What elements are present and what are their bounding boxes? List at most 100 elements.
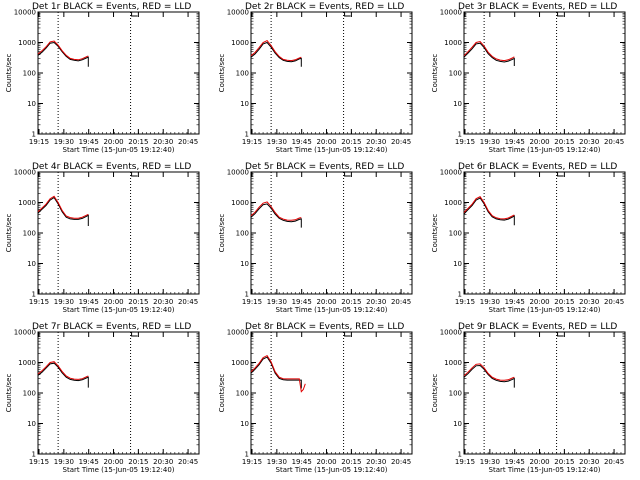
x-tick-label: 19:45 <box>505 298 525 306</box>
x-tick-label: 20:45 <box>178 298 198 306</box>
marker-bracket <box>131 172 138 177</box>
marker-bracket <box>344 12 351 17</box>
panel-det-5: Det 5r BLACK = Events, RED = LLD 19:15 19:… <box>218 162 413 314</box>
x-axis-label: Start Time (15-Jun-05 19:12:40) <box>276 146 388 154</box>
plot-frame <box>250 171 413 295</box>
y-tick-label: 10000 <box>227 169 249 177</box>
x-tick-label: 19:15 <box>455 298 475 306</box>
x-tick-label: 20:00 <box>103 298 123 306</box>
x-tick-label: 20:30 <box>153 298 173 306</box>
y-tick-label: 1 <box>32 131 36 139</box>
y-tick-label: 1 <box>245 451 249 459</box>
y-axis-label: Counts/sec <box>218 374 226 413</box>
x-tick-label: 20:30 <box>579 138 599 146</box>
x-tick-label: 20:15 <box>128 298 148 306</box>
y-axis-label: Counts/sec <box>431 54 439 93</box>
series-line-lld <box>37 361 89 380</box>
y-tick-label: 10000 <box>440 169 462 177</box>
y-tick-label: 10000 <box>227 329 249 337</box>
x-axis-label: Start Time (15-Jun-05 19:12:40) <box>63 306 175 314</box>
panel-det-1: Det 1r BLACK = Events, RED = LLD 19:15 19:… <box>5 2 200 154</box>
x-tick-label: 19:15 <box>455 458 475 466</box>
x-axis-label: Start Time (15-Jun-05 19:12:40) <box>276 306 388 314</box>
plot-frame <box>37 331 200 455</box>
panel-title: Det 4r BLACK = Events, RED = LLD <box>32 162 191 172</box>
series-line-lld <box>463 196 515 220</box>
y-tick-label: 100 <box>236 230 249 238</box>
series-line-lld <box>37 40 89 61</box>
x-tick-label: 19:30 <box>54 138 74 146</box>
x-tick-label: 19:45 <box>292 298 312 306</box>
y-tick-label: 1000 <box>18 199 36 207</box>
panel-det-2: Det 2r BLACK = Events, RED = LLD 19:15 19:… <box>218 2 413 154</box>
series-line-lld <box>250 39 302 62</box>
y-tick-label: 1 <box>32 291 36 299</box>
x-tick-label: 19:30 <box>480 138 500 146</box>
x-tick-label: 19:45 <box>79 138 99 146</box>
panel-title: Det 2r BLACK = Events, RED = LLD <box>245 2 404 12</box>
y-tick-label: 1000 <box>444 359 462 367</box>
x-axis-label: Start Time (15-Jun-05 19:12:40) <box>489 466 601 474</box>
series-line-lld <box>250 354 306 393</box>
series-line-events <box>250 203 302 228</box>
x-tick-label: 19:45 <box>79 298 99 306</box>
y-tick-label: 10 <box>27 260 36 268</box>
x-tick-label: 19:45 <box>79 458 99 466</box>
series-line-lld <box>250 201 302 221</box>
x-tick-label: 20:15 <box>554 298 574 306</box>
series-line-events <box>37 41 89 67</box>
y-tick-label: 10000 <box>440 329 462 337</box>
plot-frame <box>463 171 626 295</box>
x-tick-label: 20:30 <box>366 458 386 466</box>
marker-bracket <box>131 12 138 17</box>
x-tick-label: 19:30 <box>54 458 74 466</box>
y-tick-label: 10000 <box>440 9 462 17</box>
series-line-events <box>463 364 515 388</box>
y-tick-label: 1000 <box>18 39 36 47</box>
panel-title: Det 6r BLACK = Events, RED = LLD <box>458 162 617 172</box>
x-tick-label: 20:15 <box>554 458 574 466</box>
panel-title: Det 7r BLACK = Events, RED = LLD <box>32 322 191 332</box>
series-line-events <box>250 356 302 389</box>
marker-bracket <box>131 332 138 337</box>
panel-det-7: Det 7r BLACK = Events, RED = LLD 19:15 19:… <box>5 322 200 474</box>
x-tick-label: 19:45 <box>505 138 525 146</box>
y-tick-label: 10 <box>453 260 462 268</box>
x-tick-label: 20:15 <box>128 458 148 466</box>
y-tick-label: 100 <box>449 70 462 78</box>
x-tick-label: 20:30 <box>579 458 599 466</box>
series-line-events <box>463 42 515 66</box>
plot-frame <box>37 11 200 135</box>
x-tick-label: 19:30 <box>267 138 287 146</box>
plot-frame <box>250 331 413 455</box>
x-axis-label: Start Time (15-Jun-05 19:12:40) <box>276 466 388 474</box>
x-tick-label: 19:30 <box>267 458 287 466</box>
y-tick-label: 100 <box>449 230 462 238</box>
y-tick-label: 1000 <box>231 359 249 367</box>
x-tick-label: 20:30 <box>366 298 386 306</box>
x-tick-label: 19:15 <box>242 298 262 306</box>
x-tick-label: 19:45 <box>292 138 312 146</box>
x-tick-label: 20:30 <box>153 138 173 146</box>
x-tick-label: 20:00 <box>316 458 336 466</box>
panel-title: Det 9r BLACK = Events, RED = LLD <box>458 322 617 332</box>
y-tick-label: 1 <box>245 131 249 139</box>
panel-title: Det 3r BLACK = Events, RED = LLD <box>458 2 617 12</box>
y-tick-label: 1000 <box>231 199 249 207</box>
x-tick-label: 19:30 <box>267 298 287 306</box>
x-tick-label: 19:15 <box>242 138 262 146</box>
plot-frame <box>250 11 413 135</box>
x-tick-label: 20:45 <box>604 298 624 306</box>
plot-frame <box>463 11 626 135</box>
x-axis-label: Start Time (15-Jun-05 19:12:40) <box>63 466 175 474</box>
y-tick-label: 10000 <box>227 9 249 17</box>
y-tick-label: 100 <box>23 70 36 78</box>
series-line-lld <box>37 195 89 219</box>
marker-bracket <box>344 172 351 177</box>
y-axis-label: Counts/sec <box>5 214 13 253</box>
x-tick-label: 19:15 <box>29 458 49 466</box>
x-tick-label: 19:30 <box>54 298 74 306</box>
x-tick-label: 19:45 <box>292 458 312 466</box>
panel-title: Det 5r BLACK = Events, RED = LLD <box>245 162 404 172</box>
